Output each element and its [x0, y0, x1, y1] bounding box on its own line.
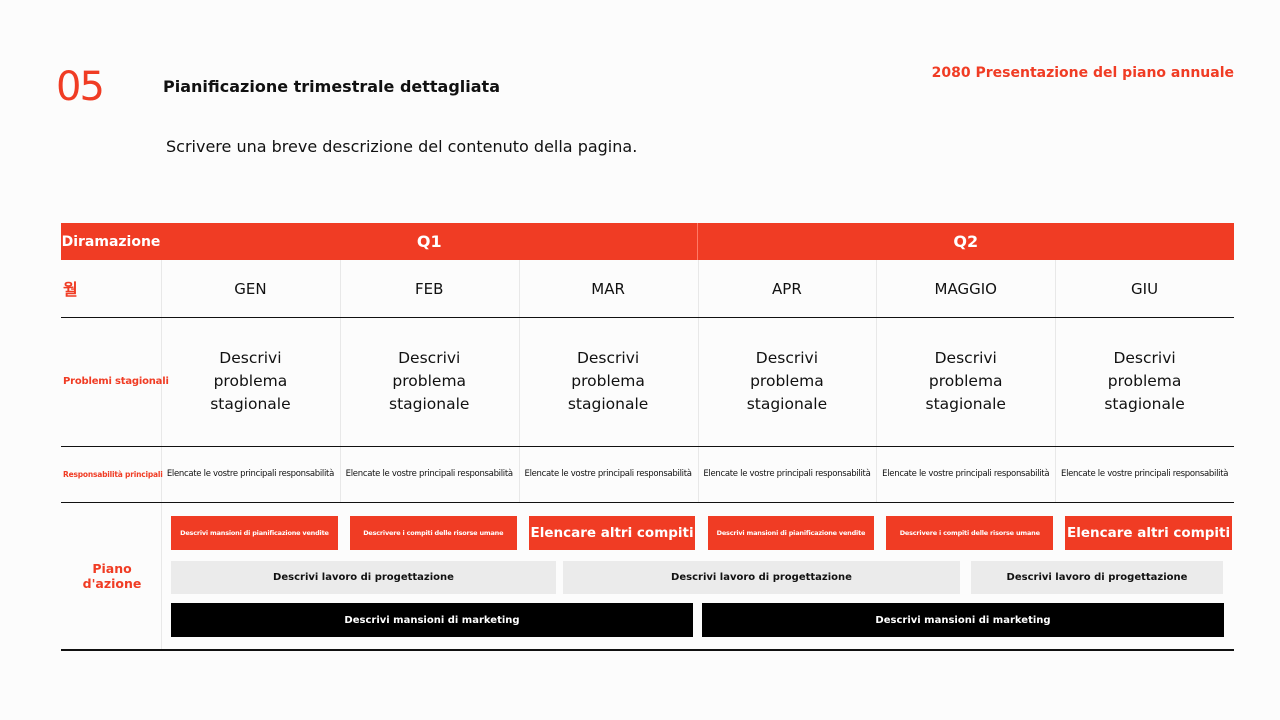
page-title: Pianificazione trimestrale dettagliata [163, 76, 500, 96]
row-label: 월 [63, 280, 78, 299]
row-cell: Descrivi problema stagionale [389, 349, 470, 413]
section-number: 05 [56, 64, 105, 110]
task-chip: Elencare altri compiti [528, 516, 696, 550]
row-cell: Elencate le vostre principali responsabi… [166, 469, 334, 479]
row-cell: Elencate le vostre principali responsabi… [524, 469, 692, 479]
design-bar: Descrivi lavoro di progettazione [563, 561, 960, 594]
row-divider [61, 502, 1234, 503]
row-cell: Descrivi problema stagionale [210, 349, 291, 413]
brand: 2080 Presentazione del piano annuale [931, 65, 1234, 81]
task-chip: Descrivere i compiti delle risorse umane [349, 516, 517, 550]
month: MAR [591, 279, 625, 298]
column-divider [518, 260, 520, 502]
month: MAGGIO [934, 279, 997, 298]
task-chip: Elencare altri compiti [1065, 516, 1232, 550]
task-chip: Descrivi mansioni di pianificazione vend… [171, 516, 338, 550]
row-divider [61, 317, 1234, 318]
row-label: Problemi stagionali [63, 376, 169, 387]
row-cell: Elencate le vostre principali responsabi… [1061, 469, 1229, 479]
row-divider [61, 446, 1234, 447]
row-cell: Descrivi problema stagionale [567, 349, 649, 413]
quarter-header: Q1 [416, 232, 442, 251]
task-chip: Descrivi mansioni di pianificazione vend… [707, 516, 875, 550]
column-divider [339, 260, 341, 502]
column-divider [697, 223, 698, 260]
row-label: Piano d'azione [82, 561, 142, 591]
month: GIU [1131, 279, 1159, 298]
design-bar: Descrivi lavoro di progettazione [971, 561, 1223, 594]
column-divider [161, 260, 162, 650]
description: Scrivere una breve descrizione del conte… [166, 136, 638, 156]
month: APR [772, 279, 802, 298]
row-label: Responsabilità principali [63, 469, 163, 479]
column-divider [697, 260, 699, 502]
marketing-bar: Descrivi mansioni di marketing [702, 603, 1224, 637]
column-divider [1055, 260, 1057, 502]
header-bar [61, 223, 1234, 260]
column-divider [876, 260, 878, 502]
row-cell: Elencate le vostre principali responsabi… [703, 469, 871, 479]
quarter-header: Q2 [953, 232, 979, 251]
month: GEN [234, 279, 267, 298]
row-cell: Elencate le vostre principali responsabi… [882, 469, 1050, 479]
row-cell: Descrivi problema stagionale [1104, 349, 1185, 413]
row-cell: Descrivi problema stagionale [746, 349, 828, 413]
design-bar: Descrivi lavoro di progettazione [171, 561, 556, 594]
corner-cell: Diramazione [61, 233, 161, 250]
row-divider [61, 649, 1234, 651]
month: FEB [415, 279, 444, 298]
row-cell: Descrivi problema stagionale [925, 349, 1006, 413]
marketing-bar: Descrivi mansioni di marketing [171, 603, 693, 637]
row-cell: Elencate le vostre principali responsabi… [345, 469, 513, 479]
task-chip: Descrivere i compiti delle risorse umane [886, 516, 1054, 550]
